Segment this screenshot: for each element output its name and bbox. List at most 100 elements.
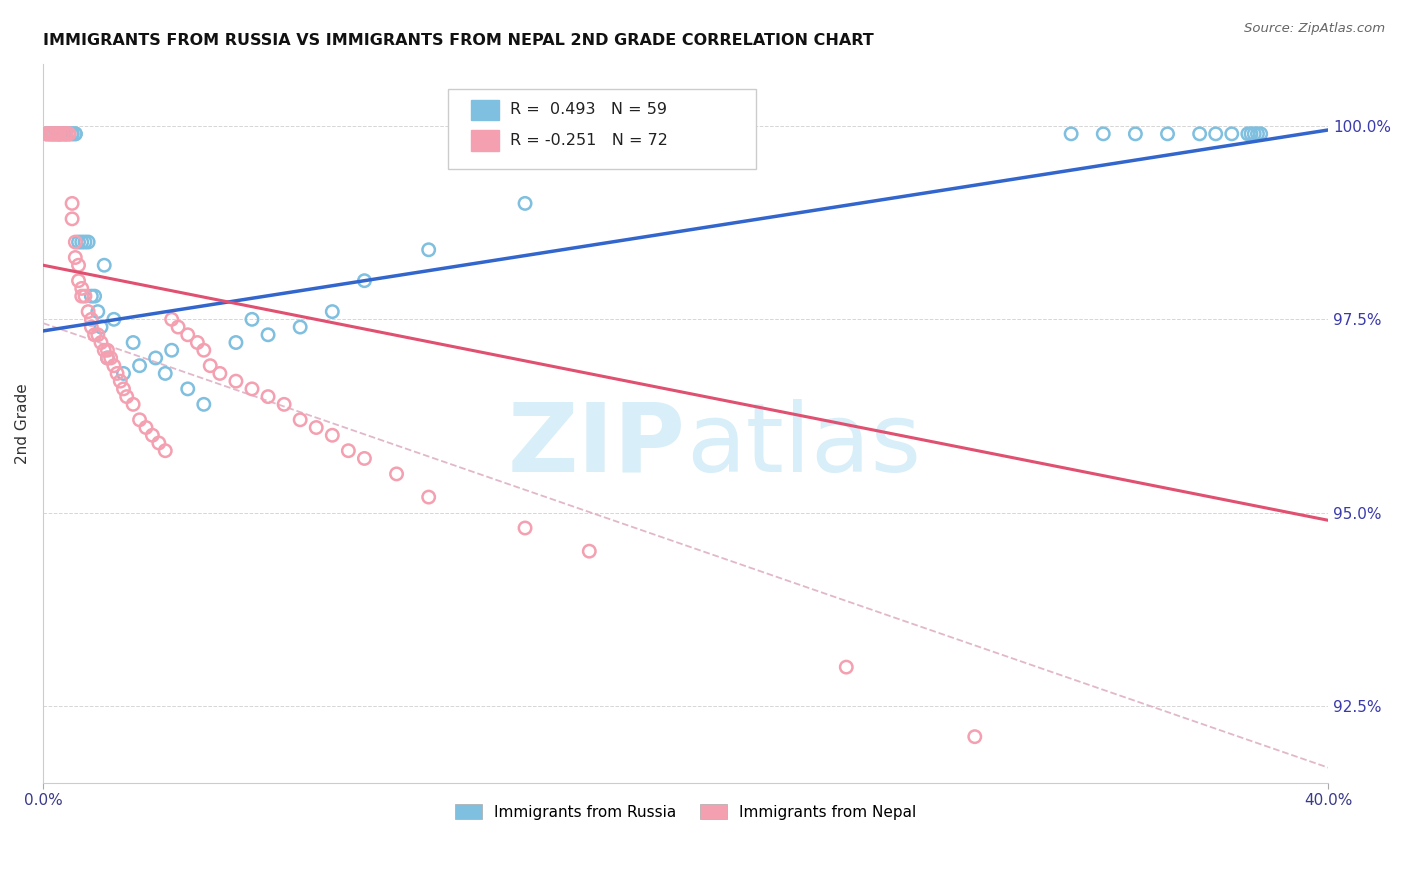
- Point: [1237, 127, 1260, 141]
- Point: [65, 235, 87, 249]
- Point: [87, 304, 110, 318]
- Legend: Immigrants from Russia, Immigrants from Nepal: Immigrants from Russia, Immigrants from …: [449, 797, 922, 826]
- Point: [87, 327, 110, 342]
- Point: [418, 490, 440, 504]
- Point: [305, 420, 328, 434]
- Point: [963, 730, 986, 744]
- Point: [45, 127, 67, 141]
- Point: [240, 382, 263, 396]
- Point: [70, 235, 93, 249]
- Point: [1156, 127, 1178, 141]
- Point: [578, 544, 600, 558]
- Point: [418, 243, 440, 257]
- Point: [385, 467, 408, 481]
- Point: [65, 251, 87, 265]
- Point: [321, 428, 343, 442]
- Point: [353, 451, 375, 466]
- Point: [257, 390, 280, 404]
- Point: [115, 390, 138, 404]
- Point: [105, 367, 128, 381]
- Point: [208, 367, 231, 381]
- Point: [177, 382, 200, 396]
- Point: [48, 127, 70, 141]
- Point: [51, 127, 73, 141]
- Point: [48, 127, 70, 141]
- Point: [112, 382, 135, 396]
- Point: [73, 289, 96, 303]
- Point: [67, 258, 90, 272]
- Point: [513, 521, 536, 535]
- Point: [48, 127, 70, 141]
- Text: IMMIGRANTS FROM RUSSIA VS IMMIGRANTS FROM NEPAL 2ND GRADE CORRELATION CHART: IMMIGRANTS FROM RUSSIA VS IMMIGRANTS FRO…: [44, 33, 875, 48]
- Point: [48, 127, 70, 141]
- Point: [45, 127, 67, 141]
- Point: [55, 127, 77, 141]
- Point: [193, 397, 215, 411]
- Point: [58, 127, 80, 141]
- Point: [167, 320, 190, 334]
- Point: [60, 196, 83, 211]
- Point: [35, 127, 58, 141]
- Point: [1220, 127, 1243, 141]
- Point: [1125, 127, 1147, 141]
- Point: [58, 127, 80, 141]
- Point: [93, 258, 115, 272]
- Point: [58, 127, 80, 141]
- Y-axis label: 2nd Grade: 2nd Grade: [15, 384, 30, 464]
- Point: [1246, 127, 1268, 141]
- Point: [225, 374, 247, 388]
- Point: [200, 359, 222, 373]
- Point: [100, 351, 122, 365]
- Point: [141, 428, 163, 442]
- Point: [103, 359, 125, 373]
- Point: [80, 312, 103, 326]
- Point: [155, 443, 177, 458]
- Point: [193, 343, 215, 358]
- Point: [1243, 127, 1265, 141]
- Point: [55, 127, 77, 141]
- Point: [51, 127, 73, 141]
- Point: [42, 127, 65, 141]
- Point: [110, 374, 132, 388]
- Point: [60, 211, 83, 226]
- Point: [60, 127, 83, 141]
- Point: [83, 289, 105, 303]
- Point: [290, 413, 312, 427]
- Point: [67, 235, 90, 249]
- Point: [80, 320, 103, 334]
- Point: [83, 327, 105, 342]
- Bar: [471, 130, 499, 151]
- Point: [186, 335, 208, 350]
- Point: [1205, 127, 1227, 141]
- Point: [65, 127, 87, 141]
- Point: [128, 413, 150, 427]
- Point: [35, 127, 58, 141]
- Point: [93, 343, 115, 358]
- Point: [45, 127, 67, 141]
- Point: [122, 335, 145, 350]
- Point: [513, 196, 536, 211]
- Text: ZIP: ZIP: [508, 399, 686, 491]
- Point: [135, 420, 157, 434]
- Point: [225, 335, 247, 350]
- Point: [51, 127, 73, 141]
- Text: atlas: atlas: [686, 399, 921, 491]
- Point: [273, 397, 295, 411]
- Point: [835, 660, 858, 674]
- Point: [1092, 127, 1115, 141]
- Point: [321, 304, 343, 318]
- Point: [128, 359, 150, 373]
- Point: [77, 235, 100, 249]
- Point: [160, 343, 183, 358]
- Point: [103, 312, 125, 326]
- Point: [58, 127, 80, 141]
- Bar: [471, 100, 499, 120]
- Text: Source: ZipAtlas.com: Source: ZipAtlas.com: [1244, 22, 1385, 36]
- Point: [60, 127, 83, 141]
- Point: [42, 127, 65, 141]
- Point: [67, 274, 90, 288]
- Point: [45, 127, 67, 141]
- Point: [70, 281, 93, 295]
- Point: [290, 320, 312, 334]
- Point: [96, 351, 118, 365]
